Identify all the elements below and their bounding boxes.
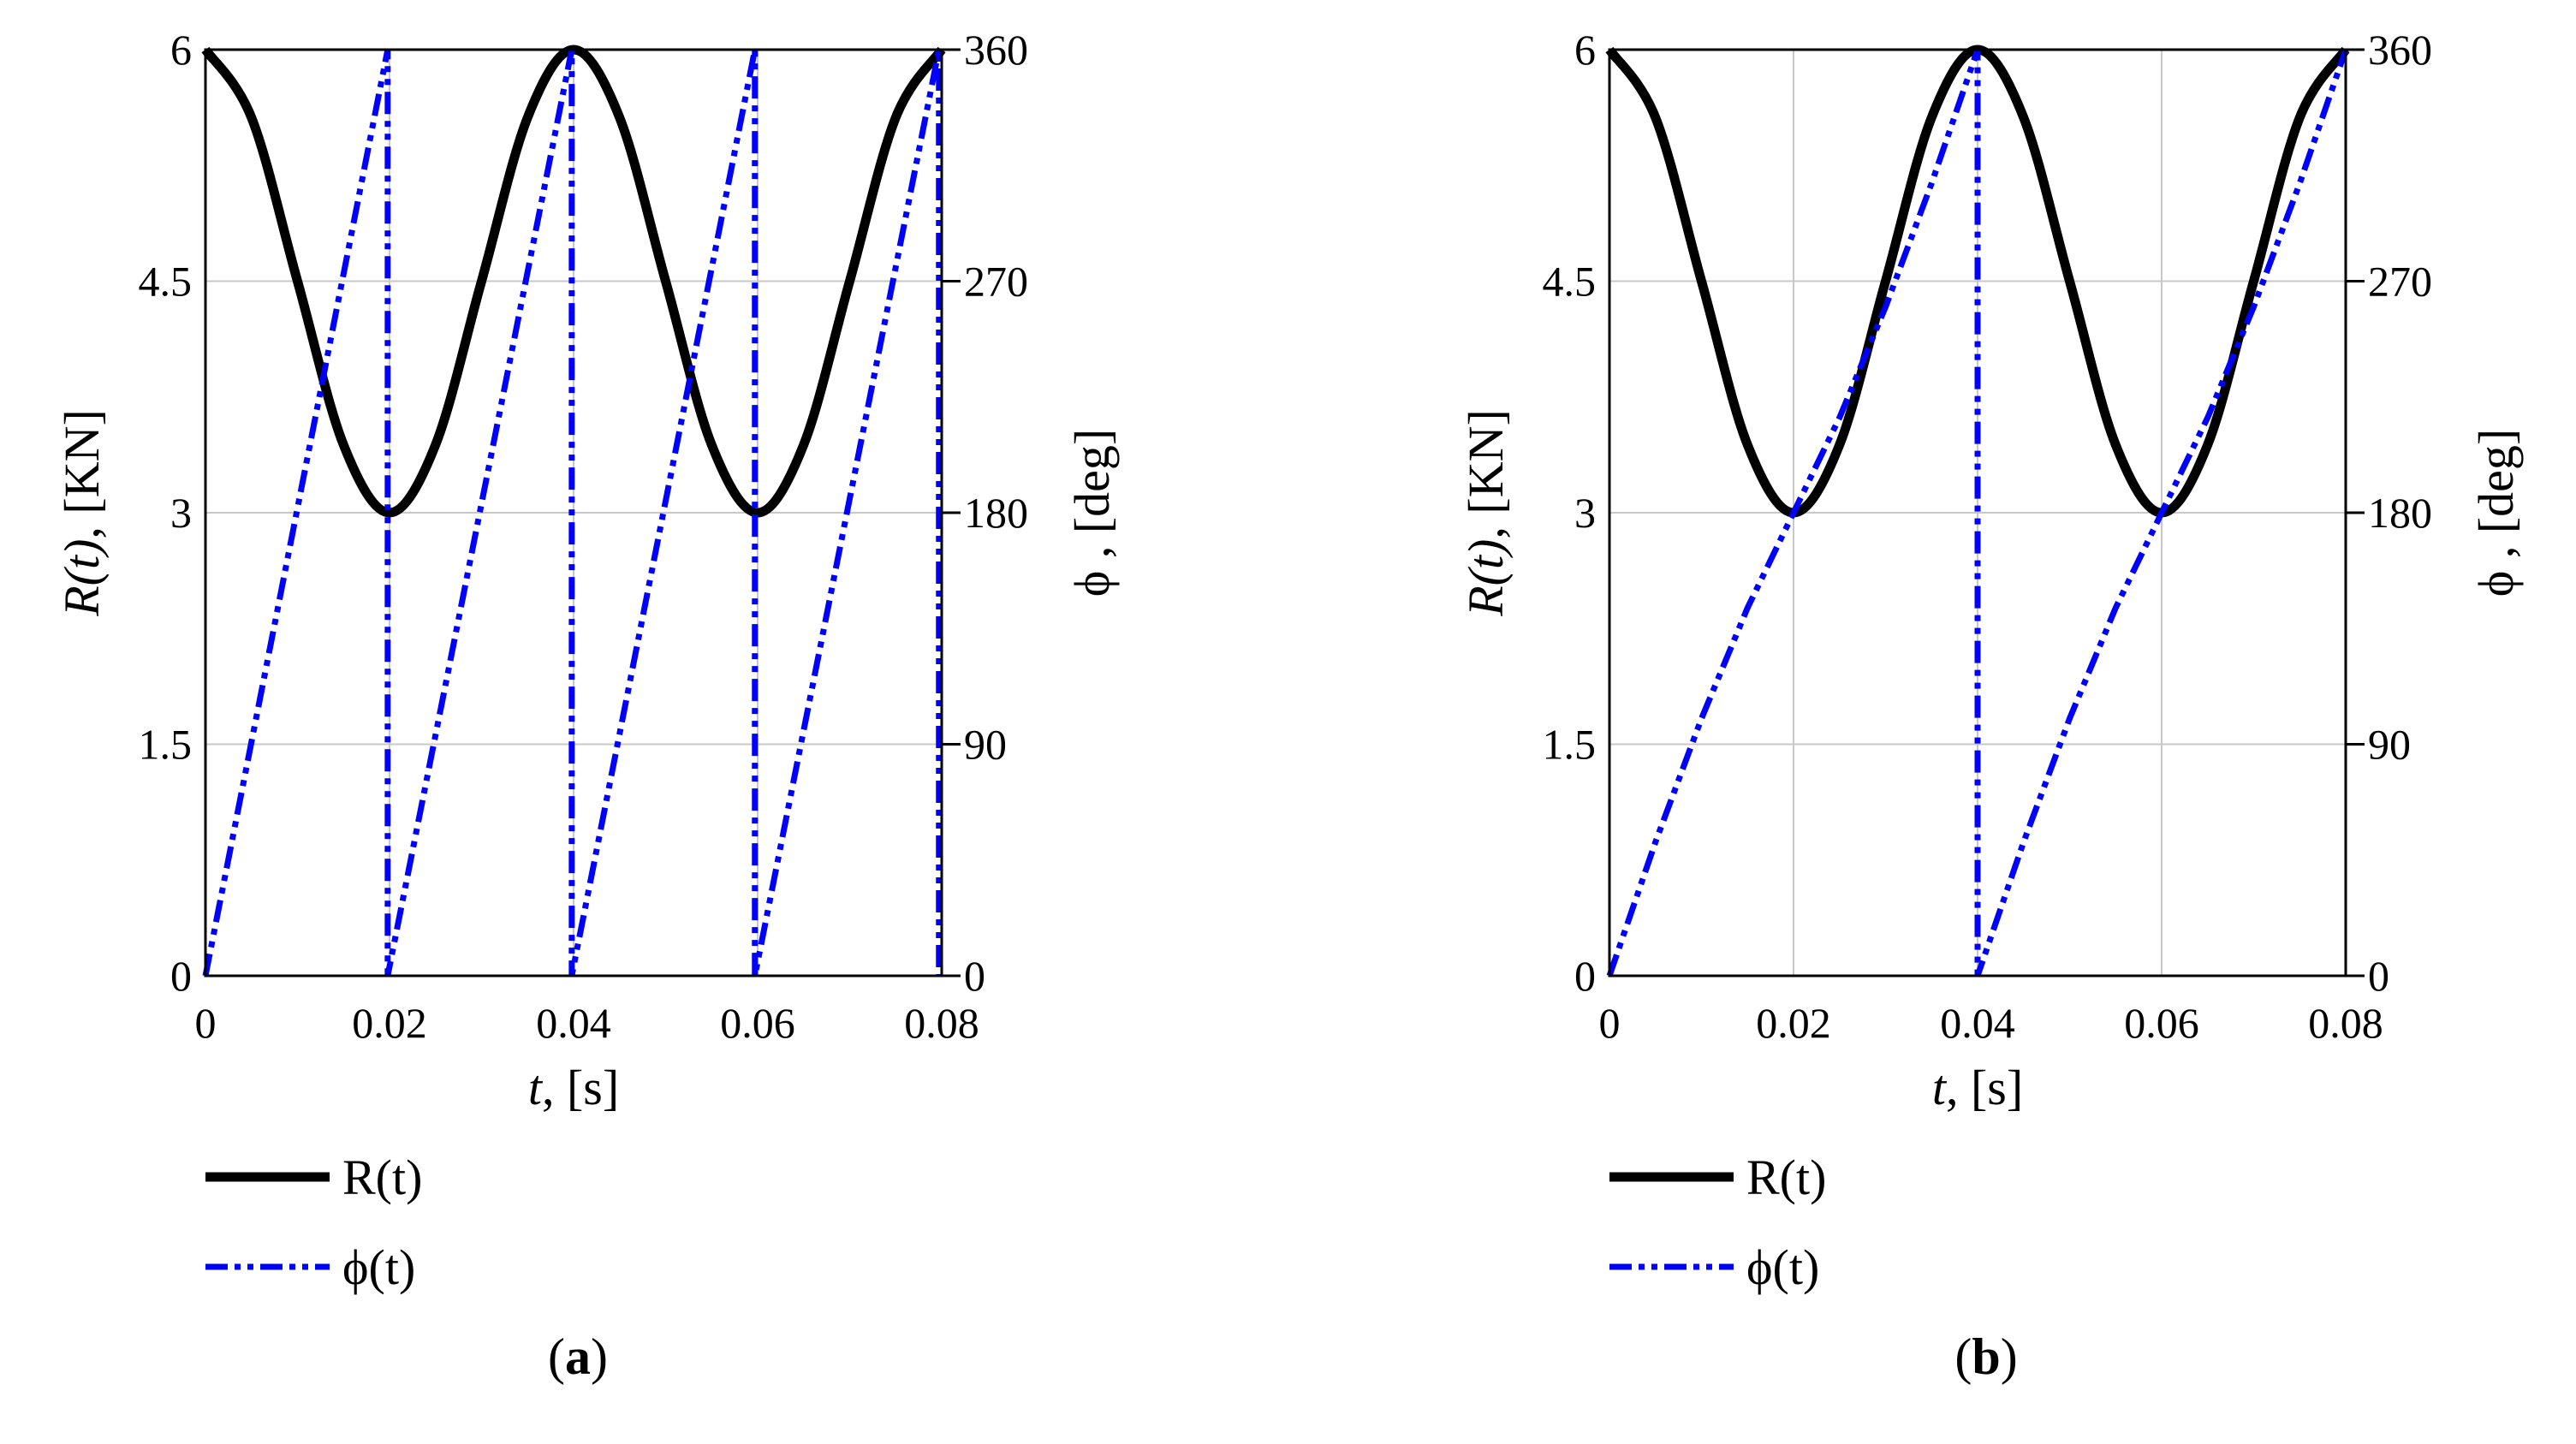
left-y-tick-label: 1.5: [1543, 721, 1597, 769]
panel-label-close: ): [591, 1328, 608, 1385]
legend-label-r: R(t): [342, 1150, 422, 1205]
left-y-axis-var: R(t): [1458, 539, 1514, 617]
left-y-tick-label: 0: [1574, 952, 1596, 1000]
chart-panel-b: 0 0.02 0.04 0.06 0.08 0 1.5 3 4.5 6 0 90 180 270 360…: [1458, 26, 2524, 1385]
right-y-tick-label: 360: [2368, 26, 2432, 74]
left-y-axis-ticks: 0 1.5 3 4.5 6: [139, 26, 193, 1000]
legend: R(t) ϕ(t): [1609, 1150, 1826, 1295]
left-y-tick-label: 4.5: [1543, 258, 1597, 306]
left-y-tick-label: 4.5: [139, 258, 193, 306]
right-y-axis-ticks: 0 90 180 270 360: [2346, 26, 2432, 1000]
left-y-axis-unit: , [KN]: [54, 409, 110, 538]
x-axis-title: t, [s]: [1932, 1060, 2023, 1115]
x-tick-label: 0.04: [536, 999, 611, 1047]
left-y-tick-label: 1.5: [139, 721, 193, 769]
left-y-axis-title: R(t), [KN]: [54, 409, 110, 617]
right-y-tick-label: 180: [964, 489, 1028, 537]
panel-label-open: (: [1954, 1328, 1972, 1385]
left-y-tick-label: 6: [1574, 26, 1596, 74]
right-y-axis-unit: , [deg]: [1064, 429, 1120, 571]
left-y-tick-label: 3: [170, 489, 192, 537]
right-y-axis-title: ϕ , [deg]: [1064, 429, 1120, 597]
x-tick-label: 0.06: [720, 999, 795, 1047]
x-axis-var: t: [1932, 1060, 1948, 1115]
x-tick-label: 0: [1599, 999, 1621, 1047]
x-axis-title: t, [s]: [528, 1060, 619, 1115]
chart-panel-a: 0 0.02 0.04 0.06 0.08 0 1.5 3 4.5 6 0 90 180 270 360…: [54, 26, 1120, 1385]
left-y-tick-label: 0: [170, 952, 192, 1000]
left-y-tick-label: 6: [170, 26, 192, 74]
x-tick-label: 0.08: [904, 999, 979, 1047]
panel-label-open: (: [548, 1328, 565, 1385]
right-y-tick-label: 90: [964, 721, 1007, 769]
right-y-tick-label: 0: [2368, 952, 2389, 1000]
series-phi-line: [1606, 48, 2349, 978]
panel-label-letter: a: [565, 1328, 591, 1385]
x-axis-ticks: 0 0.02 0.04 0.06 0.08: [1599, 999, 2383, 1047]
x-axis-unit: , [s]: [542, 1060, 619, 1115]
left-y-tick-label: 3: [1574, 489, 1596, 537]
right-y-axis-ticks: 0 90 180 270 360: [942, 26, 1028, 1000]
panel-label-close: ): [2001, 1328, 2018, 1385]
x-axis-var: t: [528, 1060, 544, 1115]
panel-label-b: (b): [1954, 1328, 2017, 1385]
left-y-axis-unit: , [KN]: [1458, 409, 1514, 538]
right-y-tick-label: 270: [964, 258, 1028, 306]
left-y-axis-var: R(t): [54, 539, 110, 617]
x-tick-label: 0.02: [352, 999, 427, 1047]
x-axis-ticks: 0 0.02 0.04 0.06 0.08: [195, 999, 979, 1047]
panel-label-letter: b: [1972, 1328, 2000, 1385]
right-y-tick-label: 270: [2368, 258, 2432, 306]
right-y-axis-symbol: ϕ: [2468, 571, 2524, 597]
x-tick-label: 0.02: [1756, 999, 1831, 1047]
right-y-tick-label: 90: [2368, 721, 2411, 769]
panel-label-a: (a): [548, 1328, 608, 1385]
x-tick-label: 0.08: [2308, 999, 2383, 1047]
right-y-tick-label: 180: [2368, 489, 2432, 537]
legend-label-phi: ϕ(t): [342, 1239, 415, 1295]
right-y-axis-symbol: ϕ: [1064, 571, 1120, 597]
x-tick-label: 0: [195, 999, 217, 1047]
left-y-axis-title: R(t), [KN]: [1458, 409, 1514, 617]
right-y-axis-unit: , [deg]: [2468, 429, 2524, 571]
legend-label-r: R(t): [1746, 1150, 1826, 1205]
x-axis-unit: , [s]: [1946, 1060, 2023, 1115]
legend: R(t) ϕ(t): [205, 1150, 422, 1295]
x-tick-label: 0.04: [1940, 999, 2015, 1047]
right-y-tick-label: 0: [964, 952, 985, 1000]
right-y-axis-title: ϕ , [deg]: [2468, 429, 2524, 597]
x-tick-label: 0.06: [2124, 999, 2199, 1047]
left-y-axis-ticks: 0 1.5 3 4.5 6: [1543, 26, 1597, 1000]
right-y-tick-label: 360: [964, 26, 1028, 74]
legend-label-phi: ϕ(t): [1746, 1239, 1819, 1295]
